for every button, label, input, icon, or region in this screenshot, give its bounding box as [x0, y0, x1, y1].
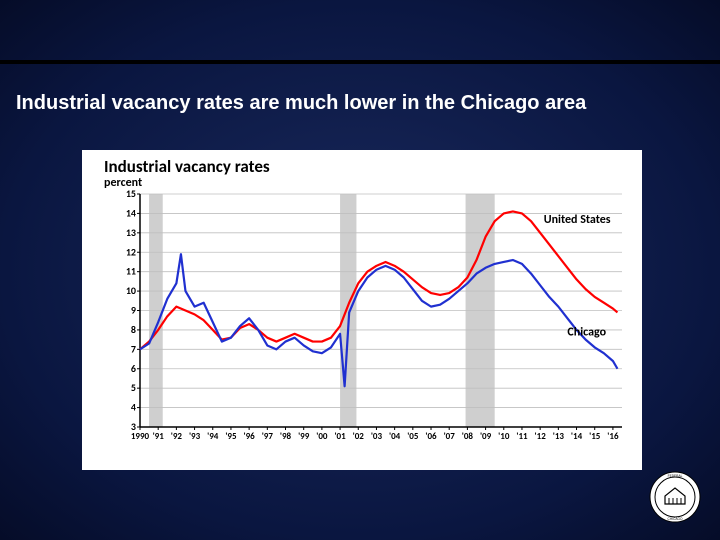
svg-text:'97: '97 [262, 431, 274, 442]
svg-text:'94: '94 [207, 431, 219, 442]
svg-text:'16: '16 [607, 431, 619, 442]
svg-text:5: 5 [131, 381, 136, 394]
chart-subtitle: percent [104, 176, 142, 190]
svg-text:8: 8 [131, 323, 136, 336]
svg-text:'99: '99 [298, 431, 310, 442]
svg-text:'13: '13 [553, 431, 565, 442]
divider-rule [0, 60, 720, 64]
svg-text:10: 10 [126, 284, 136, 297]
svg-text:'07: '07 [444, 431, 456, 442]
fed-seal-icon: FEDERAL CHICAGO [648, 470, 702, 524]
chart-plot-area: 34567891011121314151990'91'92'93'94'95'9… [118, 190, 628, 445]
svg-text:'09: '09 [480, 431, 492, 442]
svg-text:12: 12 [126, 245, 136, 258]
svg-text:1990: 1990 [131, 431, 150, 442]
svg-text:'03: '03 [371, 431, 383, 442]
svg-text:'15: '15 [589, 431, 601, 442]
svg-text:4: 4 [131, 401, 136, 414]
svg-text:United States: United States [544, 213, 611, 227]
chart-card: Industrial vacancy rates percent 3456789… [82, 150, 642, 470]
svg-text:'11: '11 [516, 431, 528, 442]
svg-text:15: 15 [126, 190, 136, 200]
svg-text:'08: '08 [462, 431, 474, 442]
svg-text:Chicago: Chicago [567, 326, 606, 340]
svg-text:'92: '92 [171, 431, 183, 442]
slide-title: Industrial vacancy rates are much lower … [16, 92, 586, 115]
svg-text:11: 11 [126, 265, 136, 278]
svg-text:FEDERAL: FEDERAL [668, 474, 683, 478]
svg-text:CHICAGO: CHICAGO [668, 517, 683, 521]
svg-text:6: 6 [131, 362, 136, 375]
chart-title: Industrial vacancy rates [104, 156, 270, 177]
svg-text:'95: '95 [225, 431, 237, 442]
svg-text:'91: '91 [153, 431, 165, 442]
svg-text:9: 9 [131, 304, 136, 317]
svg-text:13: 13 [126, 226, 136, 239]
svg-text:'04: '04 [389, 431, 401, 442]
svg-text:'05: '05 [407, 431, 419, 442]
svg-text:'96: '96 [244, 431, 256, 442]
svg-text:'06: '06 [425, 431, 437, 442]
svg-text:14: 14 [126, 206, 136, 219]
svg-text:'98: '98 [280, 431, 292, 442]
svg-text:'12: '12 [535, 431, 547, 442]
svg-text:7: 7 [131, 342, 136, 355]
svg-text:'00: '00 [316, 431, 328, 442]
svg-text:'93: '93 [189, 431, 201, 442]
chart-svg: 34567891011121314151990'91'92'93'94'95'9… [118, 190, 628, 445]
svg-text:'02: '02 [353, 431, 365, 442]
svg-text:'10: '10 [498, 431, 510, 442]
svg-text:'14: '14 [571, 431, 583, 442]
svg-text:'01: '01 [334, 431, 346, 442]
